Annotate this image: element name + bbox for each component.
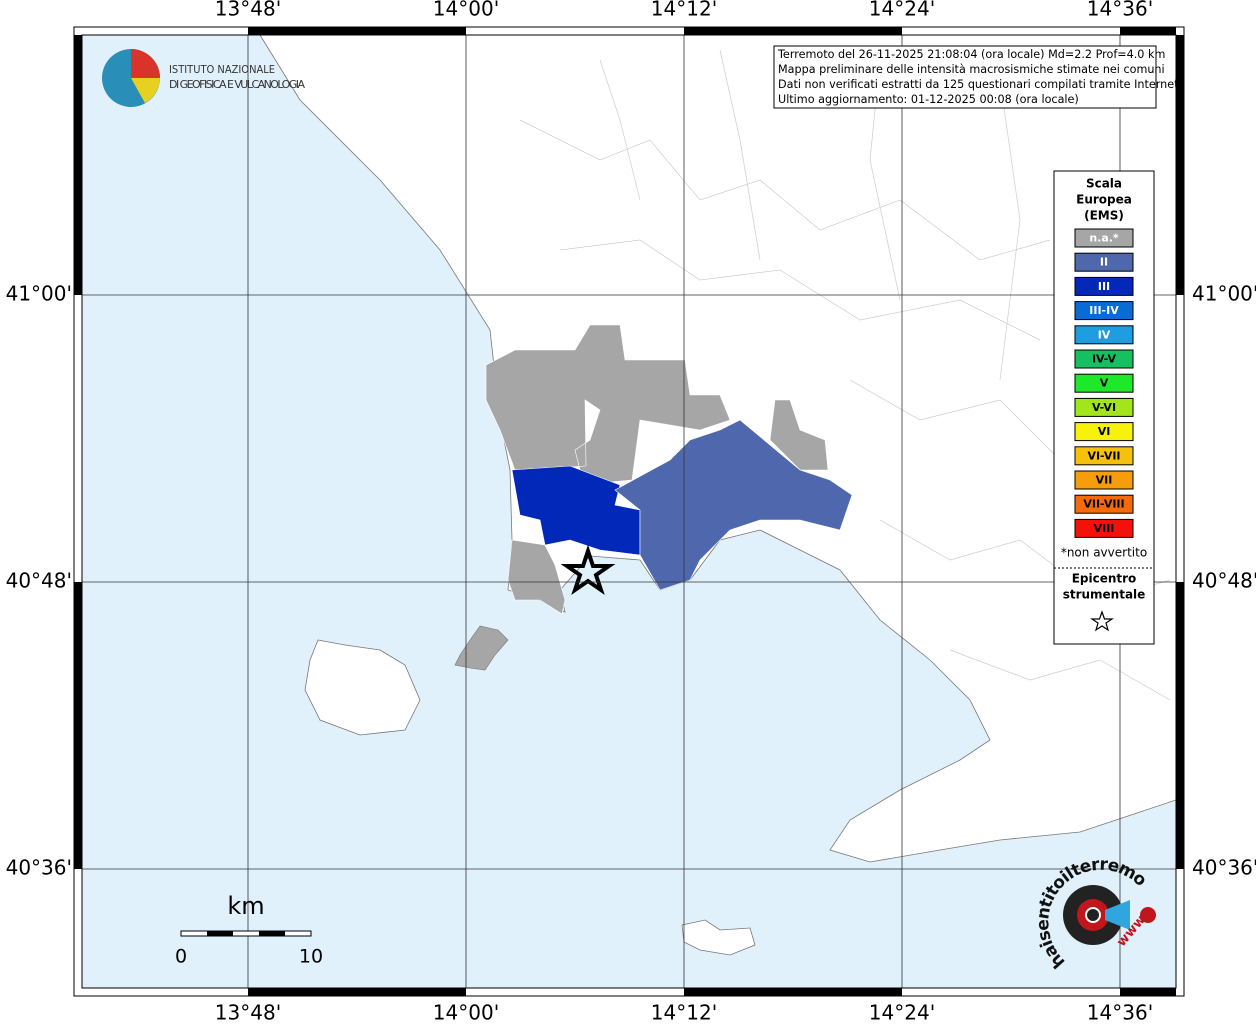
- frame-bar: [248, 988, 466, 996]
- legend-label: VII: [1096, 474, 1113, 487]
- scale-label: 0: [175, 946, 187, 968]
- lon-label: 14°12': [651, 0, 717, 21]
- badge-core: [1085, 907, 1101, 923]
- frame-bar: [74, 582, 82, 869]
- inner-frame: [81, 34, 1177, 989]
- frame: [73, 26, 1185, 997]
- ischia: [304, 639, 421, 736]
- lon-label: 14°36': [1087, 0, 1153, 21]
- scale-bar-seg: [259, 931, 285, 936]
- boundaries: [519, 49, 1171, 701]
- legend-title: Europea: [1076, 193, 1132, 207]
- region-na: [507, 539, 566, 615]
- legend-label: VI: [1098, 425, 1111, 438]
- legend-label: II: [1100, 256, 1108, 269]
- lon-label: 14°00': [433, 0, 499, 21]
- legend-title: (EMS): [1084, 209, 1124, 223]
- scale-bar: km 0 10: [175, 892, 323, 968]
- info-line: Dati non verificati estratti da 125 ques…: [778, 78, 1182, 91]
- frame-bar: [74, 35, 82, 295]
- legend-swatch: [1074, 397, 1134, 417]
- legend-label: IV: [1098, 328, 1111, 341]
- region-ii: [614, 419, 853, 591]
- lat-label: 40°36': [6, 856, 72, 880]
- info-line: Ultimo aggiornamento: 01-12-2025 00:08 (…: [778, 93, 1079, 106]
- lon-label: 14°00': [433, 1001, 499, 1024]
- scale-bar-frame: [180, 930, 312, 937]
- epicenter-star: [560, 544, 616, 596]
- legend-swatch: [1074, 422, 1134, 442]
- badge-question: [1140, 907, 1156, 923]
- legend-swatch: [1074, 494, 1134, 514]
- legend-label: n.a.*: [1089, 232, 1119, 245]
- frame-bar: [1120, 988, 1176, 996]
- legend-title: Scala: [1086, 177, 1122, 191]
- legend-swatch: [1074, 276, 1134, 296]
- logo: ISTITUTO NAZIONALE DI GEOFISICA E VULCAN…: [102, 49, 305, 107]
- legend-epicenter: strumentale: [1063, 588, 1146, 602]
- lon-label: 14°24': [869, 0, 935, 21]
- frame-bars: [74, 27, 1184, 996]
- procida: [454, 625, 509, 671]
- legend-label: IV-V: [1092, 353, 1117, 366]
- region-na: [485, 324, 731, 483]
- frame-bar: [1176, 582, 1184, 869]
- legend-swatch: [1074, 349, 1134, 369]
- frame-bar: [684, 27, 902, 35]
- lon-label: 14°24': [869, 1001, 935, 1024]
- region-iii: [511, 465, 641, 556]
- logo-text: ISTITUTO NAZIONALE: [169, 63, 275, 76]
- logo-segment: [131, 49, 160, 78]
- scale-bar-seg: [207, 931, 233, 936]
- legend-swatch: [1074, 446, 1134, 466]
- info-text: Terremoto del 26-11-2025 21:08:04 (ora l…: [777, 48, 1182, 106]
- lat-label: 41°00': [6, 282, 72, 306]
- legend-label: VI-VII: [1087, 449, 1120, 462]
- legend-epicenter: Epicentro: [1072, 572, 1137, 586]
- legend-swatch: [1074, 252, 1134, 272]
- frame-bar: [1176, 35, 1184, 295]
- lon-label: 13°48': [215, 0, 281, 21]
- lat-label: 40°36': [1192, 856, 1256, 880]
- legend-swatch: [1074, 470, 1134, 490]
- legend-swatch: [1074, 228, 1134, 248]
- legend-label: V: [1100, 377, 1109, 390]
- legend-label: III: [1098, 280, 1110, 293]
- scale-unit: km: [227, 892, 264, 920]
- region-na: [769, 399, 829, 471]
- legend-star: [1090, 610, 1114, 632]
- frame-bar: [684, 988, 902, 996]
- lat-label: 41°00': [1192, 282, 1256, 306]
- legend-label: VII-VIII: [1083, 498, 1124, 511]
- legend-swatch: [1074, 325, 1134, 345]
- lon-label: 14°12': [651, 1001, 717, 1024]
- legend-label: VIII: [1094, 522, 1115, 535]
- legend-label: III-IV: [1089, 304, 1119, 317]
- legend-swatch: [1074, 518, 1134, 538]
- lat-label: 40°48': [6, 569, 72, 593]
- legend-note: *non avvertito: [1061, 546, 1147, 560]
- legend-swatch: [1074, 373, 1134, 393]
- info-box: [773, 45, 1157, 109]
- logo-text: DI GEOFISICA E VULCANOLOGIA: [169, 78, 305, 91]
- frame-bar: [1120, 27, 1176, 35]
- badge-horn: [1105, 900, 1130, 930]
- info-line: Mappa preliminare delle intensità macros…: [778, 63, 1165, 76]
- lon-label: 14°36': [1087, 1001, 1153, 1024]
- scale-label: 10: [299, 946, 323, 968]
- logo-segment: [131, 78, 160, 103]
- lat-label: 40°48': [1192, 569, 1256, 593]
- graticule: 13°48' 13°48' 14°00' 14°00' 14°12' 14°12' 14°2…: [6, 0, 1256, 1024]
- lon-label: 13°48': [215, 1001, 281, 1024]
- capri: [681, 919, 756, 956]
- legend: ScalaEuropea(EMS)n.a.*IIIIIIII-IVIVIV-VV…: [1054, 177, 1154, 632]
- info-line: Terremoto del 26-11-2025 21:08:04 (ora l…: [777, 48, 1165, 61]
- legend-swatch: [1074, 301, 1134, 321]
- legend-label: V-VI: [1092, 401, 1116, 414]
- frame-bar: [248, 27, 466, 35]
